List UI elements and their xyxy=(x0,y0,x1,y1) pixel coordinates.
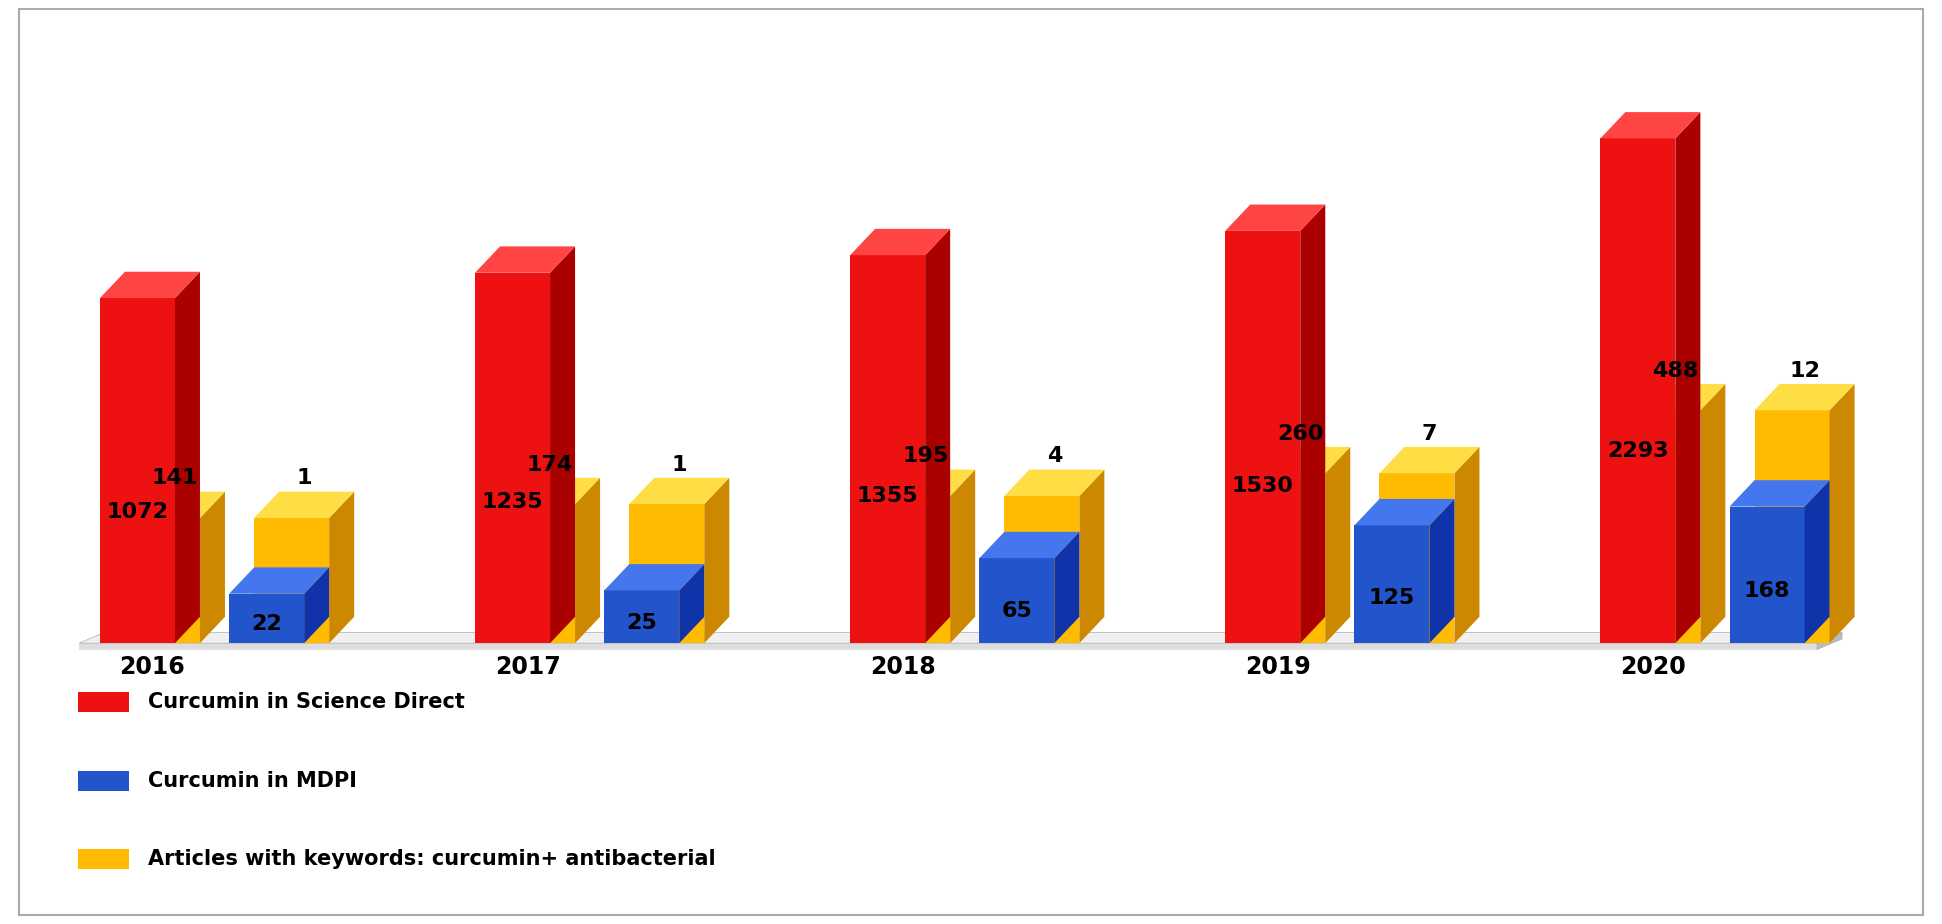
Polygon shape xyxy=(476,247,575,273)
Text: 168: 168 xyxy=(1744,581,1791,602)
Polygon shape xyxy=(499,478,600,505)
Polygon shape xyxy=(851,229,950,255)
Polygon shape xyxy=(705,478,730,643)
Polygon shape xyxy=(1818,633,1843,650)
Bar xyxy=(851,255,924,643)
Bar xyxy=(254,518,328,643)
Polygon shape xyxy=(575,478,600,643)
Bar xyxy=(1600,139,1676,643)
Bar xyxy=(1730,506,1804,643)
Text: Articles with keywords: curcumin+ antibacterial: Articles with keywords: curcumin+ antiba… xyxy=(148,849,717,869)
Text: 1235: 1235 xyxy=(482,492,544,513)
Text: 22: 22 xyxy=(251,614,282,635)
Bar xyxy=(1625,410,1701,643)
Polygon shape xyxy=(1701,384,1724,643)
Polygon shape xyxy=(200,492,225,643)
Polygon shape xyxy=(175,272,200,643)
Text: 260: 260 xyxy=(1278,424,1324,444)
Text: 2016: 2016 xyxy=(120,655,184,679)
Polygon shape xyxy=(629,478,730,505)
Text: 2017: 2017 xyxy=(495,655,561,679)
Text: Curcumin in Science Direct: Curcumin in Science Direct xyxy=(148,692,466,712)
Text: 12: 12 xyxy=(1789,360,1820,381)
Polygon shape xyxy=(1301,204,1324,643)
Bar xyxy=(229,594,305,643)
Text: 4: 4 xyxy=(1047,446,1062,467)
Polygon shape xyxy=(1754,384,1855,410)
Polygon shape xyxy=(1429,499,1455,643)
Polygon shape xyxy=(124,492,225,518)
Polygon shape xyxy=(229,567,328,594)
Polygon shape xyxy=(550,247,575,643)
Polygon shape xyxy=(1730,480,1829,506)
Polygon shape xyxy=(1455,447,1480,643)
Polygon shape xyxy=(1625,384,1724,410)
Polygon shape xyxy=(1600,112,1701,139)
Polygon shape xyxy=(1004,469,1105,496)
Polygon shape xyxy=(1324,447,1350,643)
Text: 2019: 2019 xyxy=(1245,655,1311,679)
Text: 1072: 1072 xyxy=(107,502,169,522)
Polygon shape xyxy=(979,532,1080,558)
Polygon shape xyxy=(1225,204,1324,231)
Bar xyxy=(1379,473,1455,643)
Bar xyxy=(80,643,1818,650)
Text: 1: 1 xyxy=(672,455,687,475)
Polygon shape xyxy=(604,564,705,590)
Polygon shape xyxy=(99,272,200,298)
Text: 2018: 2018 xyxy=(870,655,936,679)
Text: 174: 174 xyxy=(526,455,573,475)
Polygon shape xyxy=(328,492,353,643)
Text: Curcumin in MDPI: Curcumin in MDPI xyxy=(148,771,357,791)
Text: 1: 1 xyxy=(297,468,313,489)
Text: 141: 141 xyxy=(151,468,198,489)
Text: 1355: 1355 xyxy=(856,486,919,505)
Text: 1530: 1530 xyxy=(1231,477,1293,496)
Text: 2020: 2020 xyxy=(1620,655,1686,679)
Polygon shape xyxy=(1080,469,1105,643)
Text: 7: 7 xyxy=(1422,424,1437,444)
Polygon shape xyxy=(1676,112,1701,643)
Bar xyxy=(124,518,200,643)
Text: 25: 25 xyxy=(627,614,656,633)
Bar xyxy=(1354,526,1429,643)
Polygon shape xyxy=(1379,447,1480,473)
Polygon shape xyxy=(1804,480,1829,643)
Text: 65: 65 xyxy=(1002,601,1033,621)
Bar xyxy=(99,298,175,643)
Polygon shape xyxy=(1354,499,1455,526)
Bar xyxy=(1251,473,1324,643)
Text: 195: 195 xyxy=(901,446,948,467)
Bar xyxy=(476,273,550,643)
Polygon shape xyxy=(680,564,705,643)
Polygon shape xyxy=(876,469,975,496)
Polygon shape xyxy=(1251,447,1350,473)
Polygon shape xyxy=(254,492,353,518)
Polygon shape xyxy=(80,633,1843,643)
Text: 125: 125 xyxy=(1369,589,1416,608)
Bar xyxy=(499,505,575,643)
Bar xyxy=(604,590,680,643)
Text: 2293: 2293 xyxy=(1608,442,1668,461)
Bar xyxy=(876,496,950,643)
Polygon shape xyxy=(924,229,950,643)
Bar xyxy=(1004,496,1080,643)
Text: 488: 488 xyxy=(1653,360,1699,381)
Bar xyxy=(979,558,1055,643)
Polygon shape xyxy=(305,567,328,643)
Polygon shape xyxy=(1829,384,1855,643)
Bar xyxy=(1754,410,1829,643)
Bar xyxy=(1225,231,1301,643)
Polygon shape xyxy=(1055,532,1080,643)
Polygon shape xyxy=(950,469,975,643)
Bar xyxy=(629,505,705,643)
